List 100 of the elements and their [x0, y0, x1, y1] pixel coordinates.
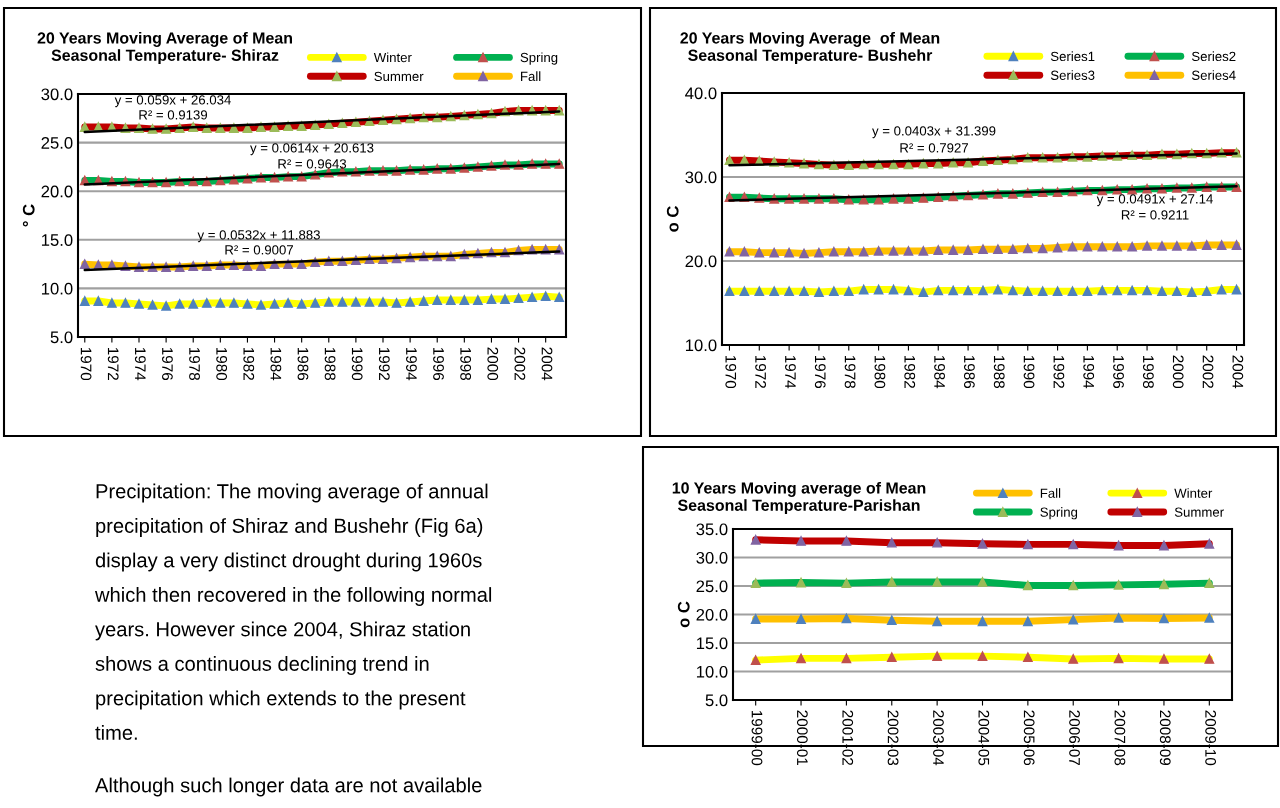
x-tick-label: 1978: [189, 347, 200, 381]
text: Precipitation: The moving average of annual: [96, 483, 488, 503]
x-tick-label: 1976: [814, 355, 826, 389]
x-tick-label: 1984: [934, 355, 945, 389]
y-tick-label: 15.0: [696, 637, 728, 650]
x-tick-label: 1996: [1113, 355, 1124, 389]
x-tick-label: 1998: [460, 347, 472, 381]
x-tick-label: 1980: [874, 355, 886, 389]
x-tick-label: 2000: [487, 347, 499, 381]
y-tick-label: 20.0: [696, 608, 728, 621]
legend-label: Fall: [521, 71, 541, 82]
legend-label: Spring: [520, 52, 558, 65]
text: which then recovered in the following normal: [94, 587, 492, 606]
x-tick-label: 2000-01: [796, 710, 808, 766]
text: display a very distinct drought during 1960s: [95, 552, 482, 572]
y-axis-title: o C: [677, 601, 690, 628]
y-axis-title: ° C: [22, 204, 35, 227]
x-tick-label: 1994: [1083, 355, 1095, 389]
x-tick-label: 2002: [1202, 355, 1214, 388]
x-tick-label: 1992: [1053, 355, 1065, 388]
text: Although such longer data are not available: [95, 777, 482, 797]
x-tick-label: 2004: [541, 347, 553, 381]
annotation: y = 0.0532x + 11.883: [197, 230, 320, 243]
x-tick-label: 2002-03: [887, 710, 899, 766]
x-tick-label: 1988: [993, 355, 1005, 389]
legend-label: Winter: [373, 52, 412, 63]
legend-label: Winter: [1174, 488, 1213, 498]
annotation: R² = 0.9211: [1121, 210, 1189, 220]
chart-title: 20 Years Moving Average of Mean Seasonal Temperature- Shiraz: [37, 31, 292, 65]
x-tick-label: 1998: [1142, 355, 1154, 389]
x-tick-label: 1986: [963, 355, 975, 389]
x-tick-label: 1990: [351, 347, 363, 381]
x-tick-label: 1982: [243, 347, 255, 380]
y-tick-label: 20.0: [41, 185, 73, 198]
y-axis-title: o C: [666, 206, 679, 232]
y-tick-label: 25.0: [41, 137, 73, 149]
x-tick-label: 1990: [1023, 355, 1035, 389]
legend-label: Series2: [1191, 51, 1236, 62]
x-tick-label: 1984: [270, 347, 282, 381]
text: time.: [95, 725, 137, 740]
legend-label: Fall: [1040, 488, 1061, 498]
text: precipitation which extends to the present: [96, 690, 466, 710]
y-tick-label: 30.0: [41, 88, 73, 101]
x-tick-label: 1986: [297, 347, 309, 381]
y-tick-label: 15.0: [41, 234, 73, 246]
x-tick-label: 1972: [755, 355, 766, 388]
legend-label: Series4: [1191, 70, 1236, 80]
text: precipitation of Shiraz and Bushehr (Fig 6a): [96, 518, 483, 537]
x-tick-label: 2005-06: [1023, 710, 1035, 766]
legend-label: Series1: [1050, 51, 1095, 62]
x-tick-label: 2004: [1232, 355, 1244, 389]
x-tick-label: 2009-10: [1205, 710, 1217, 766]
x-tick-label: 1982: [904, 355, 916, 388]
x-tick-label: 1978: [844, 355, 856, 389]
y-tick-label: 10.0: [685, 339, 717, 352]
x-tick-label: 2002: [514, 347, 526, 380]
annotation: R² = 0.7927: [900, 143, 968, 153]
legend-label: Series3: [1050, 70, 1095, 80]
legend-label: Summer: [374, 71, 424, 82]
x-tick-label: 2006-07: [1069, 710, 1080, 766]
x-tick-label: 2004-05: [978, 710, 990, 766]
x-tick-label: 2003-04: [933, 710, 944, 766]
chart-title: 20 Years Moving Average of Mean Seasonal Temperature- Bushehr: [680, 31, 940, 65]
x-tick-label: 1994: [406, 347, 417, 381]
x-tick-label: 1980: [216, 347, 228, 381]
annotation: y = 0.0491x + 27.14: [1096, 194, 1213, 207]
chart-title: 10 Years Moving average of Mean Seasonal Temperature-Parishan: [672, 481, 926, 515]
x-tick-label: 1974: [134, 347, 146, 381]
y-tick-label: 10.0: [41, 282, 73, 295]
x-tick-label: 1999-00: [751, 710, 763, 766]
y-tick-label: 5.0: [705, 694, 728, 707]
x-tick-label: 2001-02: [842, 710, 854, 766]
legend-label: Spring: [1040, 507, 1078, 520]
annotation: y = 0.0614x + 20.613: [250, 143, 374, 156]
text: years. However since 2004, Shiraz station: [95, 621, 470, 641]
text: shows a continuous declining trend in: [95, 656, 429, 675]
x-tick-label: 1970: [80, 347, 92, 381]
y-tick-label: 10.0: [696, 665, 728, 678]
x-tick-label: 1996: [433, 347, 444, 381]
y-tick-label: 35.0: [696, 523, 728, 536]
y-tick-label: 40.0: [685, 87, 717, 100]
x-tick-label: 1972: [107, 347, 119, 380]
x-tick-label: 1974: [785, 355, 796, 389]
y-tick-label: 20.0: [685, 255, 717, 268]
x-tick-label: 2000: [1172, 355, 1184, 389]
annotation: R² = 0.9139: [139, 110, 208, 120]
y-tick-label: 30.0: [696, 551, 728, 564]
x-tick-label: 1976: [162, 347, 173, 381]
y-tick-label: 30.0: [685, 171, 717, 184]
x-tick-label: 1988: [324, 347, 336, 381]
annotation: y = 0.0403x + 31.399: [872, 126, 996, 139]
annotation: R² = 0.9643: [278, 159, 347, 169]
y-tick-label: 5.0: [50, 331, 73, 344]
y-tick-label: 25.0: [696, 580, 728, 593]
annotation: R² = 0.9007: [225, 245, 293, 255]
x-tick-label: 1992: [378, 347, 390, 380]
legend-label: Summer: [1174, 507, 1224, 517]
x-tick-label: 2007-08: [1114, 710, 1126, 766]
x-tick-label: 1970: [725, 355, 737, 389]
annotation: y = 0.059x + 26.034: [114, 95, 231, 108]
